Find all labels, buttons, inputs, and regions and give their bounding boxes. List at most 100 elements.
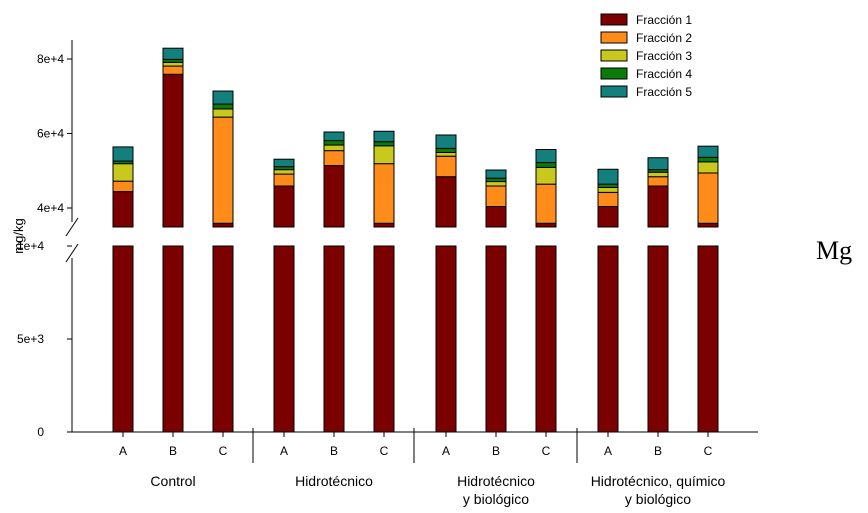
bar-segment-fraccion-2 — [485, 185, 507, 208]
x-category-label: C — [219, 444, 228, 458]
x-category-label: C — [542, 444, 551, 458]
bar-segment-fraccion-5 — [597, 168, 619, 185]
bar-segment-fraccion-4 — [323, 140, 345, 146]
bar-lower-fraccion-1 — [647, 245, 669, 433]
bar-lower-fraccion-1 — [535, 245, 557, 433]
bar-segment-fraccion-1 — [597, 206, 619, 228]
bar-segment-fraccion-2 — [323, 150, 345, 167]
y-axis-label: mg/kg — [11, 218, 26, 253]
bar-segment-fraccion-1 — [212, 222, 234, 228]
bar-segment-fraccion-2 — [112, 180, 134, 193]
legend-label-fraccion-4: Fracción 4 — [636, 67, 692, 81]
bar-segment-fraccion-1 — [485, 206, 507, 228]
bar-segment-fraccion-1 — [273, 185, 295, 228]
legend-label-fraccion-1: Fracción 1 — [636, 13, 692, 27]
y-tick-label: 1e+4 — [17, 239, 44, 253]
group-label: Hidrotécnico, químico — [591, 473, 726, 489]
bar-segment-fraccion-3 — [435, 152, 457, 157]
y-tick-label: 0 — [37, 425, 44, 439]
x-category-label: A — [442, 444, 450, 458]
bar-segment-fraccion-5 — [273, 158, 295, 168]
legend-label-fraccion-5: Fracción 5 — [636, 85, 692, 99]
bar-lower-fraccion-1 — [597, 245, 619, 433]
legend-swatch-fraccion-4 — [600, 67, 628, 80]
bar-segment-fraccion-3 — [647, 171, 669, 178]
x-category-label: C — [704, 444, 713, 458]
bar-segment-fraccion-5 — [535, 149, 557, 164]
bar-lower-fraccion-1 — [212, 245, 234, 433]
bar-lower-fraccion-1 — [323, 245, 345, 433]
axis-break-mark-lower — [65, 243, 79, 263]
x-category-label: B — [492, 444, 500, 458]
bars-layer — [112, 47, 719, 433]
bar-segment-fraccion-2 — [697, 172, 719, 224]
legend-swatch-fraccion-1 — [600, 13, 628, 26]
bar-segment-fraccion-5 — [212, 90, 234, 105]
bar-segment-fraccion-2 — [535, 183, 557, 224]
bar-segment-fraccion-1 — [323, 165, 345, 228]
bar-lower-fraccion-1 — [373, 245, 395, 433]
x-category-label: B — [330, 444, 338, 458]
bar-segment-fraccion-3 — [535, 166, 557, 185]
bar-segment-fraccion-3 — [112, 163, 134, 182]
legend-swatch-fraccion-3 — [600, 49, 628, 62]
legend-label-fraccion-3: Fracción 3 — [636, 49, 692, 63]
legend: Fracción 1 Fracción 2 Fracción 3 Fracción 4… — [600, 13, 692, 99]
bar-segment-fraccion-1 — [112, 191, 134, 228]
y-tick-label: 5e+3 — [17, 332, 44, 346]
bar-segment-fraccion-2 — [212, 116, 234, 224]
bar-segment-fraccion-3 — [697, 161, 719, 174]
x-category-label: A — [280, 444, 288, 458]
bar-segment-fraccion-2 — [373, 163, 395, 224]
bar-segment-fraccion-5 — [435, 134, 457, 149]
bar-segment-fraccion-5 — [373, 130, 395, 143]
bar-segment-fraccion-4 — [485, 177, 507, 183]
x-category-label: C — [380, 444, 389, 458]
bar-segment-fraccion-5 — [485, 169, 507, 179]
x-category-label: B — [654, 444, 662, 458]
bar-segment-fraccion-2 — [273, 173, 295, 187]
y-tick-label: 6e+4 — [37, 127, 64, 141]
bar-segment-fraccion-5 — [162, 47, 184, 60]
bar-segment-fraccion-4 — [697, 156, 719, 163]
bar-segment-fraccion-4 — [435, 147, 457, 153]
bar-lower-fraccion-1 — [485, 245, 507, 433]
bar-segment-fraccion-3 — [212, 108, 234, 118]
legend-swatch-fraccion-5 — [600, 85, 628, 98]
bar-segment-fraccion-2 — [597, 191, 619, 208]
bar-segment-fraccion-3 — [273, 169, 295, 175]
y-tick-label: 4e+4 — [37, 201, 64, 215]
element-label: Mg — [816, 236, 852, 265]
x-category-label: B — [169, 444, 177, 458]
group-label: Hidrotécnico — [457, 473, 535, 489]
bar-segment-fraccion-1 — [162, 73, 184, 228]
bar-lower-fraccion-1 — [697, 245, 719, 433]
bar-segment-fraccion-5 — [323, 131, 345, 142]
x-category-label: A — [604, 444, 612, 458]
bar-segment-fraccion-1 — [435, 176, 457, 228]
bar-segment-fraccion-4 — [212, 103, 234, 110]
group-label: Hidrotécnico — [295, 473, 373, 489]
bar-segment-fraccion-5 — [697, 145, 719, 158]
x-category-label: A — [119, 444, 127, 458]
bar-segment-fraccion-1 — [535, 222, 557, 228]
bar-segment-fraccion-2 — [162, 65, 184, 75]
bar-segment-fraccion-1 — [647, 185, 669, 228]
bar-segment-fraccion-3 — [485, 181, 507, 187]
bar-segment-fraccion-3 — [323, 144, 345, 152]
bar-segment-fraccion-3 — [162, 61, 184, 67]
bar-segment-fraccion-3 — [373, 145, 395, 165]
bar-segment-fraccion-5 — [112, 146, 134, 162]
bar-segment-fraccion-2 — [435, 155, 457, 178]
legend-label-fraccion-2: Fracción 2 — [636, 31, 692, 45]
y-tick-label: 8e+4 — [37, 52, 64, 66]
bar-segment-fraccion-2 — [647, 176, 669, 187]
bar-segment-fraccion-4 — [597, 183, 619, 189]
bar-segment-fraccion-4 — [535, 162, 557, 168]
bar-segment-fraccion-5 — [647, 157, 669, 171]
bar-segment-fraccion-3 — [597, 187, 619, 193]
group-label: y biológico — [463, 491, 529, 507]
bar-lower-fraccion-1 — [112, 245, 134, 433]
bar-lower-fraccion-1 — [435, 245, 457, 433]
